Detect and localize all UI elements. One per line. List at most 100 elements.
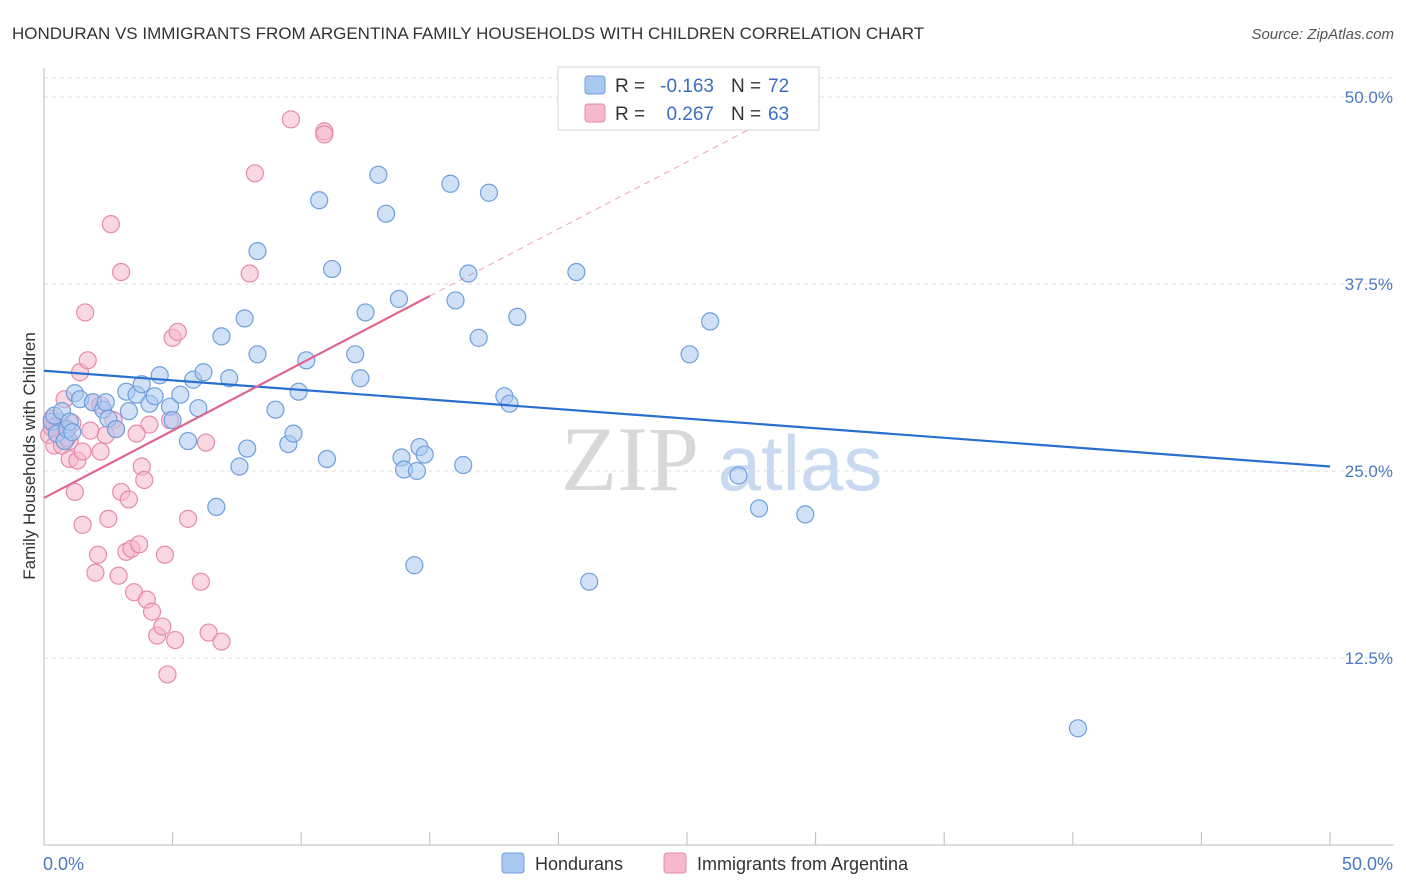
honduran-point [680,345,699,364]
argentina-point [109,566,128,585]
honduran-point [701,312,720,331]
argentina-point [166,630,185,650]
argentina-point [101,215,120,234]
honduran-point [230,457,249,476]
honduran-point [163,411,182,430]
chart-source: Source: ZipAtlas.com [1251,26,1394,43]
y-axis-label: Family Households with Children [20,332,39,580]
series-hondurans-points [42,165,1088,738]
argentina-point [191,572,210,591]
honduran-point [317,449,337,469]
y-axis-tick-labels: 12.5% 25.0% 37.5% 50.0% [1345,88,1393,668]
honduran-point [248,345,267,364]
argentina-point [135,470,154,490]
honduran-point [479,183,499,202]
honduran-point [796,505,815,524]
argentina-point [91,442,110,461]
bottom-legend-label-hondurans: Hondurans [535,854,623,874]
argentina-point [78,351,97,370]
argentina-point [81,421,100,440]
argentina-point [88,545,108,564]
stats-r-value-hondurans: -0.163 [660,76,714,97]
argentina-point [178,509,198,528]
honduran-point [407,461,427,481]
honduran-point [63,423,82,442]
honduran-point [212,327,231,346]
honduran-point [446,291,465,310]
trend-lines [43,114,1331,499]
honduran-point [469,328,488,347]
honduran-point [150,366,169,385]
honduran-point [441,174,460,193]
argentina-point [212,632,231,651]
x-tick-label-max: 50.0% [1342,854,1393,874]
stats-legend-swatch-argentina [584,103,606,123]
honduran-point [96,393,115,412]
honduran-point [500,394,519,413]
argentina-point [315,125,334,144]
argentina-trend-line [43,294,431,499]
argentina-point [240,264,259,283]
honduran-point [171,385,190,404]
honduran-point [389,289,409,309]
grid-lines [44,77,1394,659]
argentina-point [127,424,146,443]
bottom-legend-label-argentina: Immigrants from Argentina [697,854,909,874]
y-tick-label: 37.5% [1345,275,1393,294]
honduran-point [145,387,164,406]
honduran-point [351,369,370,388]
stats-r-value-argentina: 0.267 [666,104,714,125]
y-tick-label: 25.0% [1345,462,1393,481]
honduran-point [369,165,388,184]
argentina-point [73,515,92,534]
honduran-point [106,420,126,439]
honduran-point [220,369,239,388]
bottom-legend: Hondurans Immigrants from Argentina [501,852,909,874]
argentina-point [65,482,84,502]
watermark: ZIP atlas [561,408,882,510]
stats-n-label-hondurans: N = [731,76,761,97]
honduran-point [376,204,396,223]
argentina-point [158,665,177,684]
honduran-point [132,375,151,394]
honduran-point [405,556,424,575]
honduran-point [289,382,308,401]
honduran-point [178,431,198,451]
honduran-point [580,572,599,591]
argentina-point [168,322,187,341]
honduran-point [266,400,285,419]
honduran-point [346,345,365,364]
argentina-point [245,164,265,183]
honduran-point [322,259,342,279]
honduran-point [749,499,769,518]
honduran-point [567,262,586,282]
honduran-point [207,497,226,517]
honduran-point [238,439,257,458]
argentina-point [86,563,105,582]
honduran-point [356,303,375,322]
honduran-point [1068,719,1088,738]
argentina-point [112,262,131,282]
stats-n-value-argentina: 63 [768,104,789,125]
chart-title: HONDURAN VS IMMIGRANTS FROM ARGENTINA FA… [12,24,924,43]
argentina-point [199,623,218,642]
honduran-point [310,191,329,210]
stats-n-value-hondurans: 72 [768,76,789,97]
argentina-point [99,509,118,528]
argentina-point [140,415,159,434]
stats-n-label-argentina: N = [731,104,761,125]
x-tick-label-min: 0.0% [43,854,84,874]
argentina-point [130,535,149,554]
stats-legend-swatch-hondurans [584,75,606,95]
honduran-point [415,445,434,464]
y-tick-label: 12.5% [1345,649,1393,668]
argentina-point [73,442,92,461]
argentina-point [142,602,162,621]
stats-legend: R = -0.163 N = 72 R = 0.267 N = 63 [557,66,820,131]
argentina-point [196,433,216,452]
honduran-point [729,466,748,485]
honduran-point [119,402,138,421]
honduran-point [235,309,254,328]
honduran-point [508,307,527,327]
